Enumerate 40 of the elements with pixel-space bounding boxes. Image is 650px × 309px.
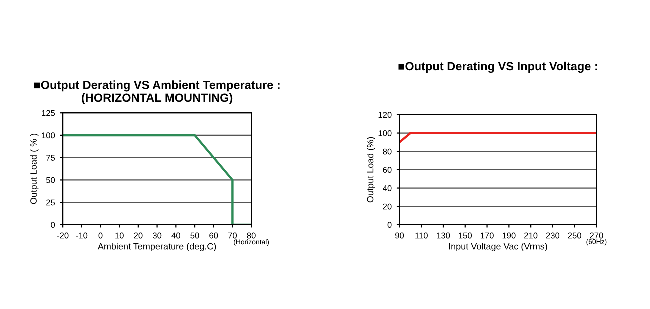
x-axis-title: Ambient Temperature (deg.C) [98, 243, 216, 252]
x-tick-label: 270 [590, 232, 604, 239]
y-tick-label: 60 [383, 167, 392, 174]
y-tick-label: 125 [42, 110, 56, 116]
y-tick-label: 25 [46, 200, 56, 206]
x-tick-label: 210 [524, 232, 538, 239]
x-tick-label: 90 [396, 232, 404, 239]
chart-title: ■Output Derating VS Ambient Temperature : (HORIZONTAL MOUNTING) [34, 80, 280, 104]
x-tick-label: -10 [76, 232, 88, 239]
y-tick-label: 100 [378, 130, 392, 136]
x-tick-label: 60 [210, 232, 218, 239]
y-tick-label: 100 [42, 132, 56, 139]
x-tick-label: 190 [502, 232, 516, 239]
y-tick-label: 120 [378, 112, 392, 118]
x-tick-label: 110 [416, 232, 428, 239]
chart-title: ■Output Derating VS Input Voltage : [398, 62, 598, 74]
y-tick-label: 0 [388, 222, 392, 228]
y-tick-label: 50 [46, 177, 56, 184]
x-tick-label: 40 [172, 232, 180, 239]
x-tick-label: 20 [134, 232, 143, 239]
x-tick-label: 50 [190, 232, 200, 239]
x-tick-label: 80 [247, 232, 256, 239]
x-tick-label: 10 [116, 232, 124, 239]
y-axis-title: Output Load ( % ) [30, 134, 39, 204]
x-tick-label: 70 [228, 232, 238, 239]
x-tick-label: 30 [152, 232, 162, 239]
y-tick-label: 0 [51, 222, 56, 228]
x-axis-title: Input Voltage Vac (Vrms) [449, 243, 548, 252]
x-tick-label: 250 [568, 232, 582, 239]
x-tick-label: 130 [437, 232, 450, 239]
y-tick-label: 20 [383, 204, 392, 210]
y-axis-title: Output Load (%) [367, 137, 376, 203]
x-tick-label: 150 [459, 232, 472, 239]
y-tick-label: 40 [383, 185, 392, 192]
y-tick-label: 75 [46, 155, 56, 161]
x-tick-label: 230 [546, 232, 560, 239]
y-tick-label: 80 [383, 148, 392, 155]
x-tick-label: 0 [98, 232, 103, 239]
x-tick-label: -20 [57, 232, 69, 239]
x-tick-label: 170 [480, 232, 494, 239]
